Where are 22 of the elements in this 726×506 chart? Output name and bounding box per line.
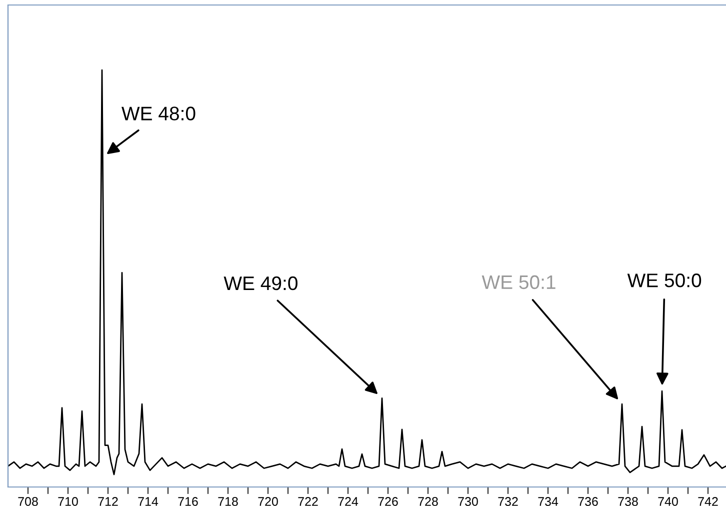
x-tick-label: 708 [18,497,38,506]
x-tick-label: 712 [98,497,118,506]
annotation: WE 48:0 [122,106,196,120]
x-tick-label: 728 [418,497,438,506]
x-tick-label: 716 [178,497,198,506]
x-tick-label: 734 [538,497,558,506]
x-tick-label: 738 [618,497,638,506]
x-tick-label: 736 [578,497,598,506]
x-tick-label: 732 [498,497,518,506]
x-tick-label: 724 [338,497,358,506]
x-tick-label: 714 [138,497,158,506]
x-tick-label: 740 [658,497,678,506]
x-tick-label: 722 [298,497,318,506]
x-tick-label: 720 [258,497,278,506]
x-tick-label: 710 [58,497,78,506]
x-tick-label: 726 [378,497,398,506]
x-tick-label: 742 [698,497,718,506]
x-tick-label: 718 [218,497,238,506]
annotation: WE 50:0 [627,273,702,288]
annotation: WE 50:1 [482,275,556,290]
annotation: WE 49:0 [224,276,298,290]
x-tick-label: 730 [458,497,478,506]
